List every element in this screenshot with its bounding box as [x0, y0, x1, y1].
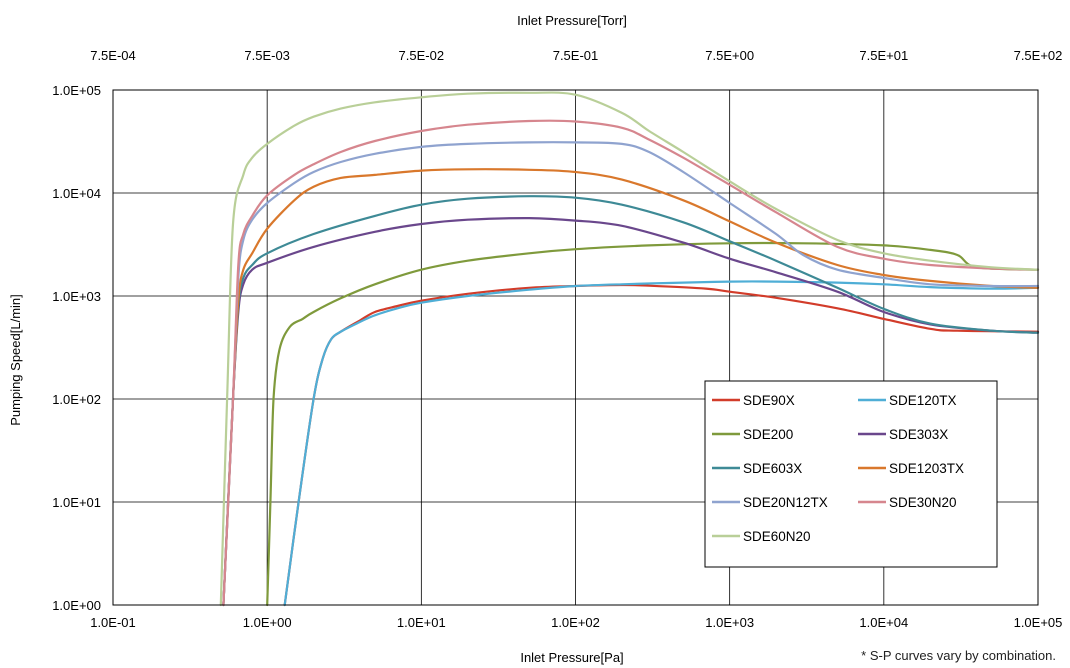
x-tick-label: 1.0E-01	[90, 615, 136, 630]
legend-label: SDE1203TX	[889, 461, 964, 476]
legend-item-sde30n20: SDE30N20	[858, 495, 957, 510]
legend-label: SDE90X	[743, 393, 795, 408]
x-tick-label: 1.0E+05	[1014, 615, 1063, 630]
x-tick-label: 1.0E+03	[705, 615, 754, 630]
legend-label: SDE303X	[889, 427, 948, 442]
legend-box	[704, 380, 998, 568]
x2-tick-label: 7.5E+00	[705, 48, 754, 63]
legend-label: SDE120TX	[889, 393, 957, 408]
x2-tick-label: 7.5E-04	[90, 48, 136, 63]
y-tick-label: 1.0E+04	[52, 186, 101, 201]
series-line-sde20n12tx	[222, 141, 1040, 607]
legend-label: SDE603X	[743, 461, 802, 476]
legend-item-sde603x: SDE603X	[712, 461, 802, 476]
legend-label: SDE30N20	[889, 495, 957, 510]
legend-item-sde200: SDE200	[712, 427, 793, 442]
x2-tick-labels: 7.5E-04 7.5E-03 7.5E-02 7.5E-01 7.5E+00 7.5E+…	[90, 48, 1062, 63]
x2-axis-title: Inlet Pressure[Torr]	[517, 13, 627, 28]
legend-label: SDE20N12TX	[743, 495, 828, 510]
x-tick-label: 1.0E+04	[859, 615, 908, 630]
y-axis-title: Pumping Speed[L/min]	[8, 294, 23, 426]
plot-frame	[112, 89, 1039, 606]
y-tick-label: 1.0E+05	[52, 83, 101, 98]
x-tick-label: 1.0E+02	[551, 615, 600, 630]
legend-item-sde90x: SDE90X	[712, 393, 795, 408]
x-tick-label: 1.0E+00	[243, 615, 292, 630]
series-line-sde60n20	[219, 91, 1040, 607]
legend-label: SDE200	[743, 427, 793, 442]
legend-item-sde303x: SDE303X	[858, 427, 948, 442]
series-line-sde200	[266, 241, 1040, 607]
y-tick-label: 1.0E+00	[52, 598, 101, 613]
x2-tick-label: 7.5E-02	[399, 48, 445, 63]
y-tick-label: 1.0E+01	[52, 495, 101, 510]
x-axis-title: Inlet Pressure[Pa]	[520, 650, 623, 665]
series-line-sde303x	[222, 216, 1040, 607]
legend-item-sde20n12tx: SDE20N12TX	[712, 495, 828, 510]
y-tick-label: 1.0E+03	[52, 289, 101, 304]
series-line-sde1203tx	[222, 168, 1040, 607]
x2-tick-label: 7.5E+02	[1014, 48, 1063, 63]
legend-label: SDE60N20	[743, 529, 811, 544]
legend-item-sde120tx: SDE120TX	[858, 393, 957, 408]
legend: SDE90X SDE120TX SDE200 SDE303X SDE603X SDE120…	[704, 380, 998, 568]
y-tick-label: 1.0E+02	[52, 392, 101, 407]
x-tick-label: 1.0E+01	[397, 615, 446, 630]
x2-tick-label: 7.5E-01	[553, 48, 599, 63]
legend-item-sde60n20: SDE60N20	[712, 529, 811, 544]
legend-item-sde1203tx: SDE1203TX	[858, 461, 964, 476]
series-layer	[219, 91, 1040, 607]
series-line-sde120tx	[283, 280, 1040, 607]
footnote: * S-P curves vary by combination.	[861, 648, 1056, 663]
x2-tick-label: 7.5E-03	[244, 48, 290, 63]
y-tick-labels: 1.0E+00 1.0E+01 1.0E+02 1.0E+03 1.0E+04 1.0E+…	[52, 83, 101, 613]
x2-tick-label: 7.5E+01	[859, 48, 908, 63]
x-tick-labels: 1.0E-01 1.0E+00 1.0E+01 1.0E+02 1.0E+03 1.0E+…	[90, 615, 1062, 630]
series-line-sde30n20	[222, 119, 1040, 607]
